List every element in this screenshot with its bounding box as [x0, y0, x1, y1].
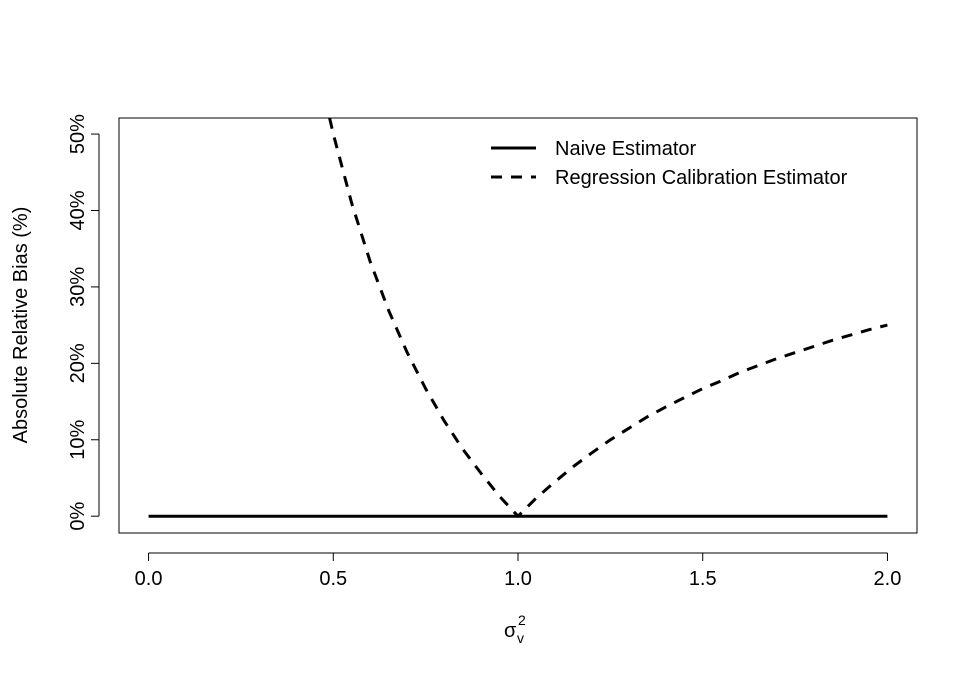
x-tick-label: 2.0 [874, 568, 902, 590]
x-axis-title: σ [504, 620, 517, 642]
legend-label: Naive Estimator [555, 138, 696, 160]
x-axis-title-superscript: 2 [518, 612, 526, 628]
x-tick-label: 1.0 [504, 568, 532, 590]
x-tick-label: 1.5 [689, 568, 717, 590]
x-axis-title-subscript: v [517, 630, 524, 646]
y-tick-label: 10% [67, 420, 89, 460]
y-tick-label: 40% [67, 190, 89, 230]
y-tick-label: 0% [67, 502, 89, 531]
x-tick-label: 0.5 [319, 568, 347, 590]
x-axis-title-symbol: σ [504, 620, 517, 642]
legend-label: Regression Calibration Estimator [555, 167, 848, 189]
y-tick-label: 20% [67, 343, 89, 383]
y-tick-label: 30% [67, 267, 89, 307]
plot-frame [118, 117, 918, 534]
y-tick-label: 50% [67, 114, 89, 154]
series-line-regression-calibration [328, 118, 888, 518]
x-tick-label: 0.0 [135, 568, 163, 590]
y-axis-title: Absolute Relative Bias (%) [10, 207, 32, 444]
